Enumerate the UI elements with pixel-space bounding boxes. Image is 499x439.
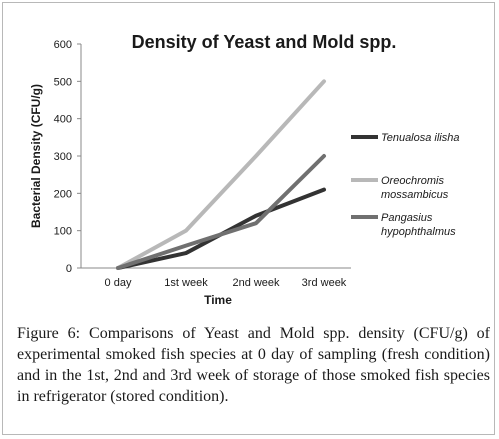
y-tick-label: 200 xyxy=(54,188,72,200)
chart-area: Density of Yeast and Mold spp. 0 100 200 300… xyxy=(6,6,497,318)
figure-frame: Density of Yeast and Mold spp. 0 100 200 300… xyxy=(2,2,495,435)
line-chart: Density of Yeast and Mold spp. 0 100 200 300… xyxy=(29,32,459,307)
x-tick-label: 0 day xyxy=(105,277,132,289)
y-tick-label: 100 xyxy=(54,226,72,238)
y-tick-label: 400 xyxy=(54,114,72,126)
figure-caption: Figure 6: Comparisons of Yeast and Mold … xyxy=(17,323,490,407)
caption-label: Figure 6: xyxy=(17,325,81,342)
y-tick-label: 600 xyxy=(54,39,72,51)
series-line-2 xyxy=(116,79,326,270)
x-tick-label: 3rd week xyxy=(302,277,347,289)
x-tick-label: 1st week xyxy=(164,277,208,289)
caption-text: Comparisons of Yeast and Mold spp. densi… xyxy=(17,325,491,405)
y-axis-title: Bacterial Density (CFU/g) xyxy=(29,84,43,228)
y-tick-label: 300 xyxy=(54,151,72,163)
legend-label: Tenualosa ilisha xyxy=(381,132,459,144)
series-line-3 xyxy=(116,154,326,270)
y-tick-label: 500 xyxy=(54,76,72,88)
y-tick-label: 0 xyxy=(66,263,72,275)
legend-label: Pangasius xyxy=(381,212,433,224)
legend-label: hypophthalmus xyxy=(381,226,456,238)
legend-label: Oreochromis xyxy=(381,175,444,187)
legend-label: mossambicus xyxy=(381,189,449,201)
chart-title: Density of Yeast and Mold spp. xyxy=(132,32,397,52)
x-tick-label: 2nd week xyxy=(232,277,280,289)
x-axis-title: Time xyxy=(204,293,232,307)
